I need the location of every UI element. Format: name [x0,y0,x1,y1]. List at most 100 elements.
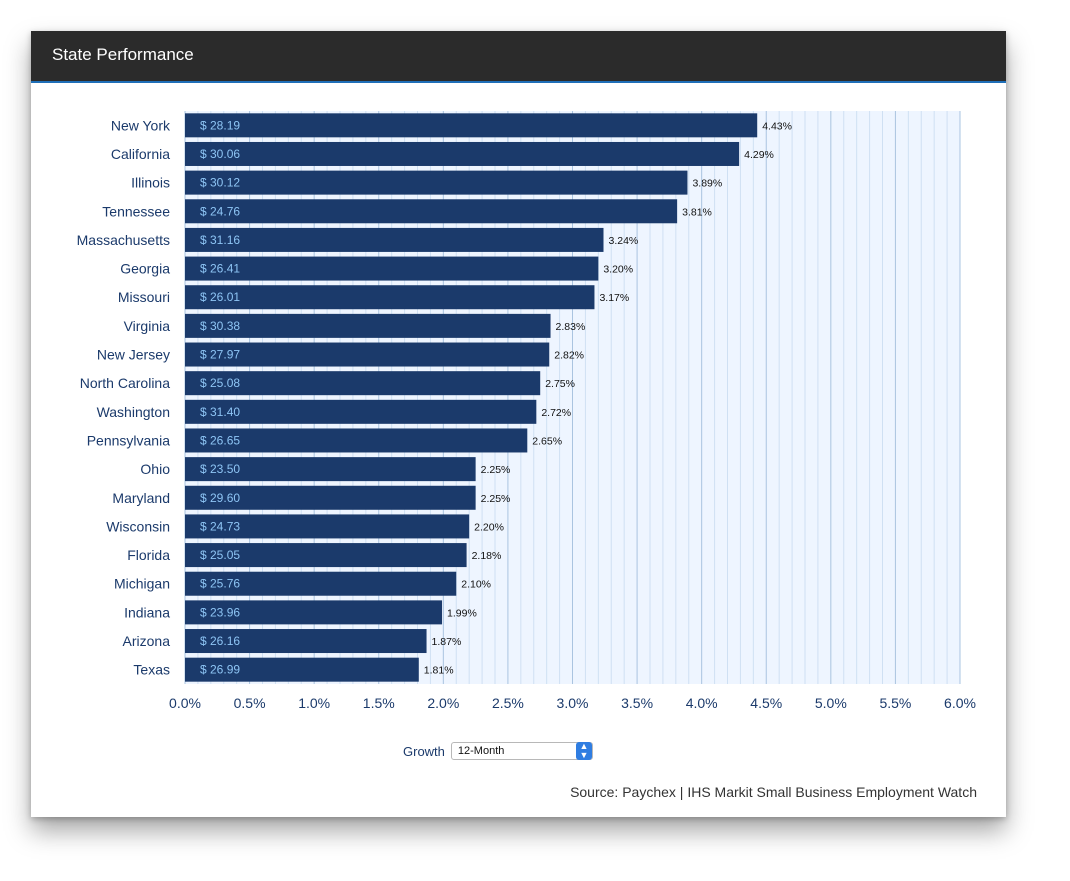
bar [185,571,457,596]
category-label: Michigan [114,576,170,592]
wage-label: $ 23.96 [200,605,240,619]
x-tick-label: 3.5% [621,695,653,711]
period-select-value: 12-Month [457,745,505,757]
panel-header: State Performance [31,31,1006,83]
category-label: Georgia [120,261,170,277]
category-label: Washington [97,404,170,420]
value-label: 2.82% [554,350,584,362]
x-tick-label: 0.0% [169,695,201,711]
category-label: Ohio [140,461,170,477]
value-label: 2.20% [474,521,504,533]
wage-label: $ 23.50 [200,462,240,476]
wage-label: $ 26.99 [200,663,240,677]
category-label: New York [111,117,171,133]
x-tick-label: 3.0% [557,695,589,711]
value-label: 2.25% [481,493,511,505]
wage-label: $ 27.97 [200,348,240,362]
wage-label: $ 26.16 [200,634,240,648]
x-tick-label: 0.5% [234,695,266,711]
x-tick-label: 4.0% [686,695,718,711]
bar-chart: 0.0% 0.5% 1.0% 1.5% 2.0% 2.5% 3.0% 3.5% 4.0% 4.5%… [77,111,976,711]
bar [185,428,528,453]
bar [185,543,467,568]
value-label: 2.83% [556,321,586,333]
value-label: 2.65% [532,435,562,447]
bar [185,457,476,482]
bar [185,514,470,539]
bar [185,285,595,310]
value-label: 2.72% [541,407,571,419]
category-label: Tennessee [102,203,170,219]
chevron-up-down-icon[interactable]: ▲ ▼ [575,742,592,760]
panel-title: State Performance [52,45,194,64]
value-label: 1.87% [432,636,462,648]
bar [185,113,758,138]
bar [185,313,551,338]
x-tick-label: 1.0% [298,695,330,711]
category-label: New Jersey [97,347,170,363]
category-label: Massachusetts [77,232,170,248]
value-label: 2.25% [481,464,511,476]
wage-label: $ 24.76 [200,204,240,218]
value-label: 1.99% [447,607,477,619]
bar [185,371,541,396]
value-label: 4.29% [744,149,774,161]
wage-label: $ 26.01 [200,290,240,304]
wage-label: $ 30.38 [200,319,240,333]
value-label: 3.17% [599,292,629,304]
x-tick-label: 2.5% [492,695,524,711]
growth-label: Growth [403,743,445,759]
value-label: 3.81% [682,206,712,218]
wage-label: $ 25.76 [200,577,240,591]
category-label: Indiana [124,604,170,620]
bar [185,485,476,510]
wage-label: $ 26.65 [200,433,240,447]
bar [185,141,740,166]
value-label: 2.18% [472,550,502,562]
wage-label: $ 30.06 [200,147,240,161]
wage-label: $ 24.73 [200,519,240,533]
category-label: Missouri [118,289,170,305]
wage-label: $ 31.40 [200,405,240,419]
state-performance-panel: State Performance 0.0% 0.5% 1.0% 1.5% 2.0% 2.… [31,31,1006,817]
value-label: 2.10% [461,579,491,591]
wage-label: $ 25.08 [200,376,240,390]
category-label: Illinois [131,175,170,191]
x-tick-label: 5.0% [815,695,847,711]
value-label: 2.75% [545,378,575,390]
category-label: Pennsylvania [87,432,170,448]
category-label: Virginia [124,318,171,334]
wage-label: $ 25.05 [200,548,240,562]
bar [185,227,604,252]
value-label: 3.20% [603,264,633,276]
period-select[interactable]: 12-Month ▲ ▼ [450,742,593,760]
wage-label: $ 29.60 [200,491,240,505]
x-tick-label: 5.5% [879,695,911,711]
value-label: 1.81% [424,665,454,677]
bar [185,399,537,424]
bar [185,629,427,654]
category-label: Wisconsin [106,518,170,534]
category-label: California [111,146,170,162]
category-label: Florida [127,547,170,563]
wage-label: $ 26.41 [200,262,240,276]
value-label: 3.24% [609,235,639,247]
category-label: Texas [133,662,170,678]
x-tick-label: 4.5% [750,695,782,711]
wage-label: $ 28.19 [200,118,240,132]
category-label: Maryland [112,490,170,506]
wage-label: $ 30.12 [200,176,240,190]
source-note: Source: Paychex | IHS Markit Small Busin… [570,784,977,800]
bar [185,600,443,625]
bar [185,170,688,195]
bar [185,199,678,224]
category-label: North Carolina [80,375,170,391]
x-tick-label: 2.0% [427,695,459,711]
bar [185,256,599,281]
bar [185,657,419,682]
value-label: 4.43% [762,120,792,132]
category-label: Arizona [123,633,171,649]
x-tick-label: 1.5% [363,695,395,711]
bar [185,342,550,367]
x-tick-label: 6.0% [944,695,976,711]
